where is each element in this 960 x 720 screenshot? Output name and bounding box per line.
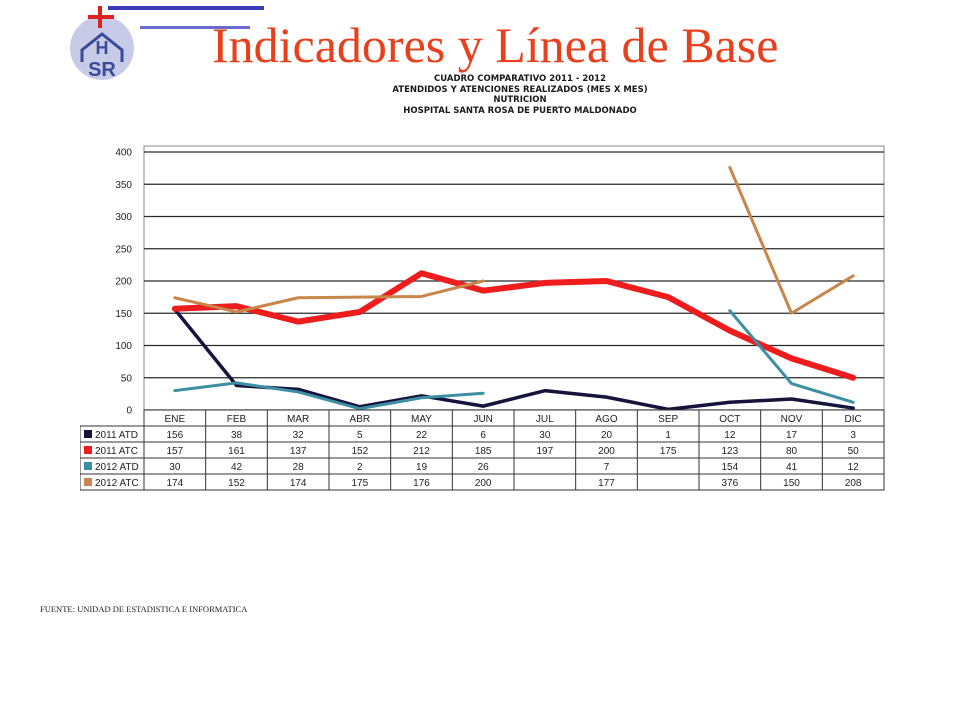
data-label: 176 [413,478,430,489]
y-tick-label: 350 [115,180,132,191]
data-label: 157 [166,446,183,457]
y-tick-label: 400 [115,148,132,159]
series-line [728,309,855,404]
data-label: 156 [166,430,183,441]
data-label: 174 [290,478,307,489]
data-label: 42 [231,462,243,473]
x-tick-label: ABR [350,414,371,425]
x-tick-label: OCT [719,414,740,425]
data-label: 32 [293,430,305,441]
legend-swatch [84,446,92,454]
data-label: 50 [848,446,860,457]
y-tick-label: 0 [126,406,132,417]
legend-swatch [84,478,92,486]
data-label: 175 [660,446,677,457]
x-tick-label: FEB [227,414,247,425]
data-label: 7 [604,462,610,473]
data-label: 3 [850,430,856,441]
data-label: 17 [786,430,798,441]
data-label: 174 [166,478,183,489]
chart-header-line: ATENDIDOS Y ATENCIONES REALIZADOS (MES X… [392,84,648,95]
header-decoration-line [108,6,264,10]
page-title: Indicadores y Línea de Base [212,17,779,73]
data-label: 2 [357,462,363,473]
legend-swatch [84,430,92,438]
chart-header-line: CUADRO COMPARATIVO 2011 - 2012 [434,74,606,84]
svg-text:SR: SR [88,59,116,80]
data-label: 197 [536,446,553,457]
data-label: 177 [598,478,615,489]
data-label: 38 [231,430,243,441]
data-label: 185 [475,446,492,457]
plot-area [143,145,885,411]
series-line [173,381,485,411]
x-tick-label: DIC [845,414,862,425]
legend-label: 2012 ATD [95,462,139,473]
series-line [728,165,855,315]
svg-text:H: H [96,38,109,58]
y-tick-label: 300 [115,212,132,223]
x-tick-label: ENE [165,414,186,425]
data-label: 154 [721,462,738,473]
data-label: 137 [290,446,307,457]
x-tick-label: JUL [536,414,554,425]
data-label: 161 [228,446,245,457]
footer-source: FUENTE: UNIDAD DE ESTADISTICA E INFORMAT… [40,604,248,614]
chart-header: CUADRO COMPARATIVO 2011 - 2012 ATENDIDOS… [340,74,700,116]
legend-swatch [84,462,92,470]
data-label: 212 [413,446,430,457]
data-label: 30 [169,462,181,473]
y-tick-label: 100 [115,341,132,352]
data-label: 22 [416,430,428,441]
y-tick-label: 200 [115,277,132,288]
data-label: 20 [601,430,613,441]
data-label: 152 [351,446,368,457]
data-label: 123 [721,446,738,457]
x-tick-label: MAY [411,414,432,425]
data-label: 175 [351,478,368,489]
y-tick-label: 250 [115,244,132,255]
legend-label: 2011 ATD [95,430,138,441]
y-tick-label: 50 [121,373,133,384]
legend-label: 2011 ATC [95,446,138,457]
data-label: 208 [845,478,862,489]
x-tick-label: SEP [658,414,678,425]
data-label: 376 [721,478,738,489]
data-label: 19 [416,462,428,473]
x-tick-label: NOV [781,414,803,425]
data-label: 152 [228,478,245,489]
data-label: 200 [598,446,615,457]
x-tick-label: AGO [595,414,617,425]
table-row [80,473,885,491]
chart-header-line: NUTRICION [493,95,547,105]
chart-header-line: HOSPITAL SANTA ROSA DE PUERTO MALDONADO [403,105,637,116]
data-label: 1 [665,430,671,441]
data-label: 12 [724,430,736,441]
data-label: 5 [357,430,363,441]
data-label: 200 [475,478,492,489]
data-label: 80 [786,446,798,457]
data-label: 41 [786,462,798,473]
y-tick-label: 150 [115,309,132,320]
data-label: 6 [480,430,486,441]
data-label: 30 [539,430,551,441]
series-line [171,270,857,381]
header-decoration-line [140,26,250,29]
data-label: 150 [783,478,800,489]
series-line [173,307,855,412]
data-label: 26 [478,462,490,473]
hospital-logo: H SR [70,6,134,80]
x-tick-label: MAR [287,414,309,425]
legend-label: 2012 ATC [95,478,139,489]
data-label: 12 [848,462,860,473]
data-label: 28 [293,462,305,473]
x-tick-label: JUN [473,414,492,425]
series-line [173,279,485,314]
